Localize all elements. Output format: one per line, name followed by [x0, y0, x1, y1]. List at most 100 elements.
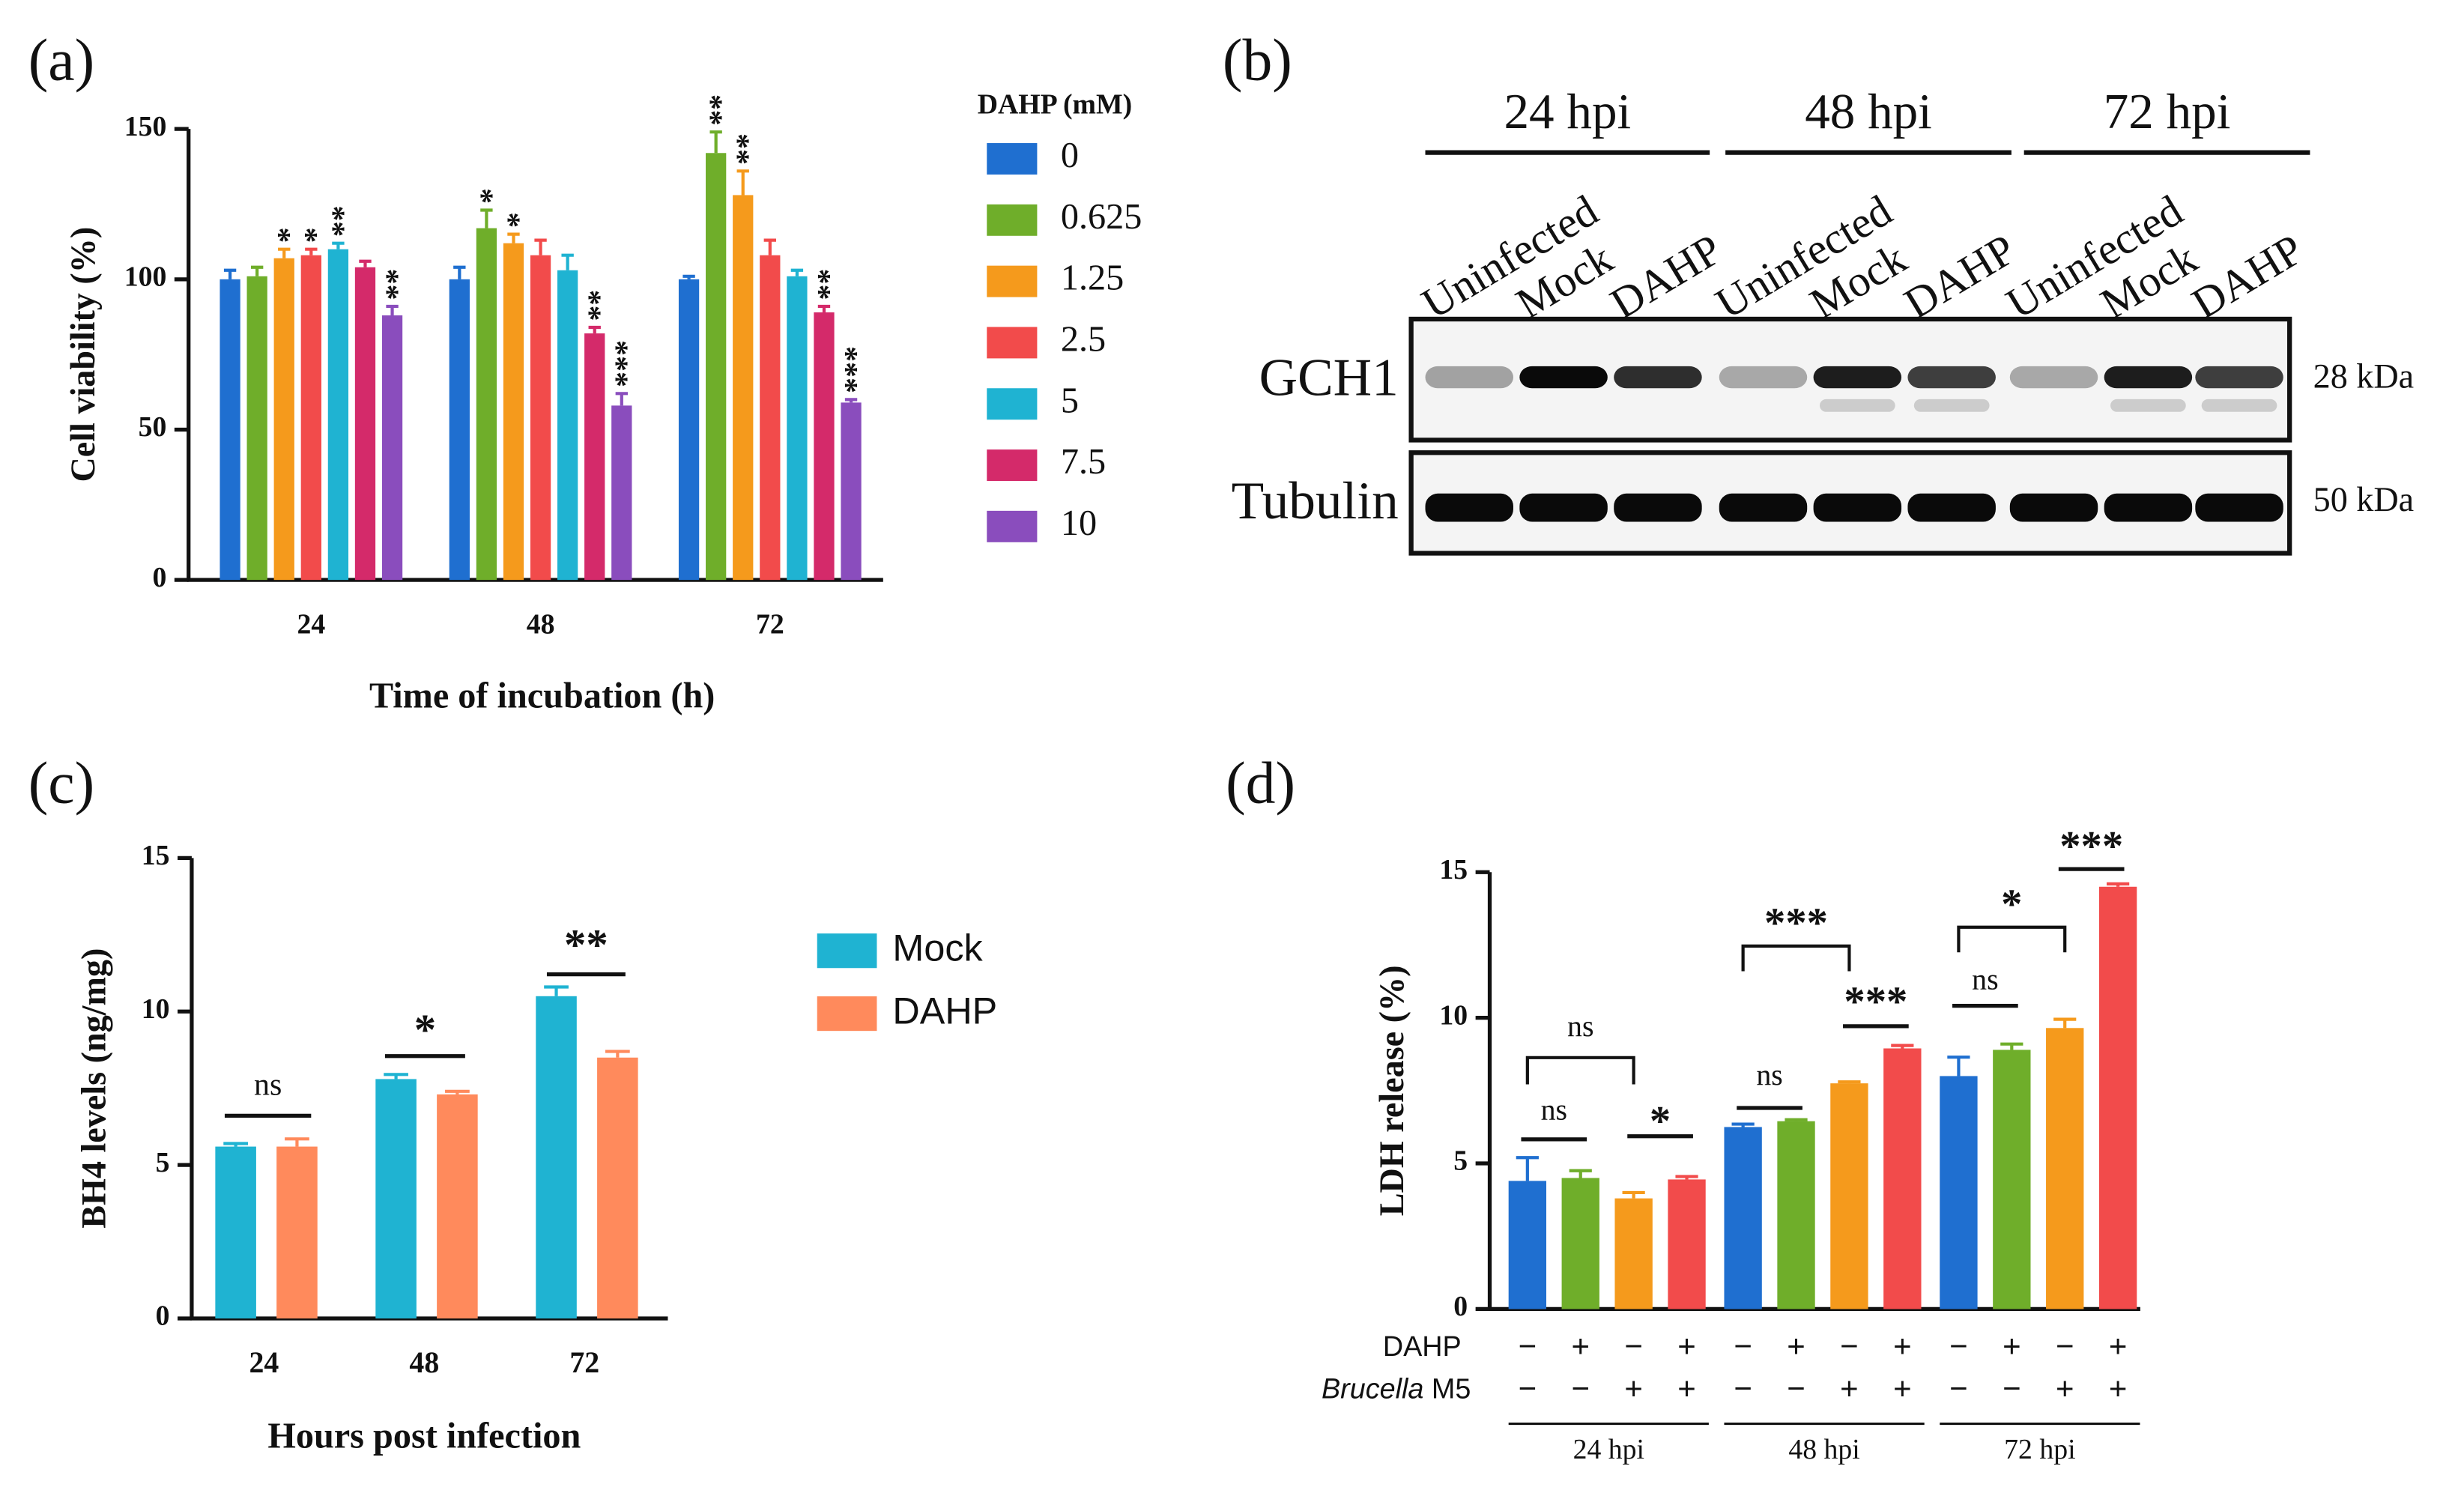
legend-swatch [987, 388, 1038, 420]
bar [246, 276, 267, 581]
condition-sign: + [2056, 1371, 2074, 1406]
condition-sign: − [1787, 1371, 1805, 1406]
lane-label: DAHP [1896, 225, 2024, 328]
bar [300, 255, 321, 581]
bar [678, 279, 700, 581]
bar [706, 153, 727, 581]
bar [437, 1094, 478, 1319]
faint-band [1913, 399, 1990, 412]
condition-sign: − [2056, 1328, 2074, 1363]
bar [1668, 1179, 1706, 1309]
band [1614, 493, 1702, 522]
bar [787, 276, 808, 581]
band [1425, 366, 1513, 389]
faint-band [2110, 399, 2186, 412]
group-label: 72 hpi [2004, 1434, 2075, 1465]
y-tick-label: 5 [156, 1147, 170, 1178]
legend-label: DAHP [892, 989, 997, 1032]
significance: *** [1764, 900, 1828, 947]
band [2009, 493, 2098, 522]
legend-title: DAHP (mM) [978, 88, 1133, 120]
significance: *** [599, 340, 634, 387]
group-label: 24 hpi [1573, 1434, 1644, 1465]
significance: * [261, 227, 296, 243]
x-tick-label: 72 [756, 609, 784, 640]
legend-swatch [987, 143, 1038, 175]
significance: ns [1541, 1092, 1567, 1126]
condition-sign: + [1624, 1371, 1643, 1406]
bar [354, 267, 376, 581]
timepoint-label: 72 hpi [2104, 83, 2231, 139]
significance: * [2001, 882, 2022, 928]
band-size: 50 kDa [2313, 480, 2415, 518]
significance: * [288, 227, 323, 243]
legend-label: 2.5 [1061, 320, 1106, 360]
y-tick-label: 100 [124, 261, 167, 292]
bar [276, 1146, 318, 1319]
timepoint-label: 24 hpi [1504, 83, 1632, 139]
panel-label: (a) [28, 28, 94, 94]
bracket [1741, 944, 1851, 972]
legend-label: 10 [1061, 503, 1097, 543]
bar [503, 243, 524, 581]
legend-label: Mock [892, 926, 983, 969]
band [1425, 493, 1513, 522]
band [2104, 493, 2193, 522]
band [2009, 366, 2098, 389]
bar [2098, 886, 2137, 1309]
significance: ns [1972, 962, 1998, 996]
significance: ** [564, 921, 608, 969]
bar [220, 279, 240, 581]
y-axis-label: Cell viability (%) [64, 227, 102, 482]
bar [449, 279, 470, 581]
bar [530, 255, 551, 581]
bar [841, 402, 862, 581]
bar [1614, 1198, 1653, 1309]
legend-label: 5 [1061, 381, 1079, 420]
condition-sign: − [1840, 1328, 1859, 1363]
legend-swatch [987, 449, 1038, 482]
y-tick-label: 10 [1439, 999, 1468, 1031]
significance: * [491, 212, 525, 228]
band [1813, 366, 1902, 389]
significance: ** [369, 269, 404, 300]
faint-band [2201, 399, 2277, 412]
band-size: 28 kDa [2313, 357, 2415, 395]
significance: ** [721, 133, 755, 165]
bar [1883, 1048, 1922, 1309]
band [1719, 366, 1808, 389]
bar [273, 258, 294, 581]
legend-swatch [987, 204, 1038, 236]
y-tick-label: 150 [124, 111, 167, 142]
panel-label: (c) [28, 750, 94, 816]
legend-swatch [817, 933, 877, 969]
condition-sign: + [1787, 1328, 1805, 1363]
panel-label: (b) [1223, 28, 1292, 94]
condition-sign: − [1571, 1371, 1590, 1406]
bar [557, 270, 578, 581]
band [1907, 493, 1996, 522]
condition-sign: − [1734, 1371, 1752, 1406]
condition-sign: + [1677, 1371, 1696, 1406]
bar [375, 1079, 417, 1319]
legend-swatch [817, 996, 877, 1032]
condition-sign: + [1677, 1328, 1696, 1363]
bar [1724, 1127, 1762, 1309]
condition-label-italic: Brucella [1322, 1372, 1423, 1404]
condition-sign: − [1519, 1328, 1537, 1363]
bar [2046, 1028, 2084, 1309]
band [2104, 366, 2193, 389]
condition-sign: − [1624, 1328, 1643, 1363]
bar [1561, 1178, 1599, 1309]
bar [1830, 1083, 1868, 1309]
bar [1508, 1181, 1547, 1309]
significance: ** [694, 94, 728, 126]
significance: ** [802, 269, 836, 300]
bar [597, 1057, 638, 1319]
significance: ns [254, 1067, 282, 1102]
band [1719, 493, 1808, 522]
band [1614, 366, 1702, 389]
legend-label: 1.25 [1061, 258, 1124, 298]
band [2195, 493, 2283, 522]
x-tick-label: 48 [409, 1345, 439, 1379]
